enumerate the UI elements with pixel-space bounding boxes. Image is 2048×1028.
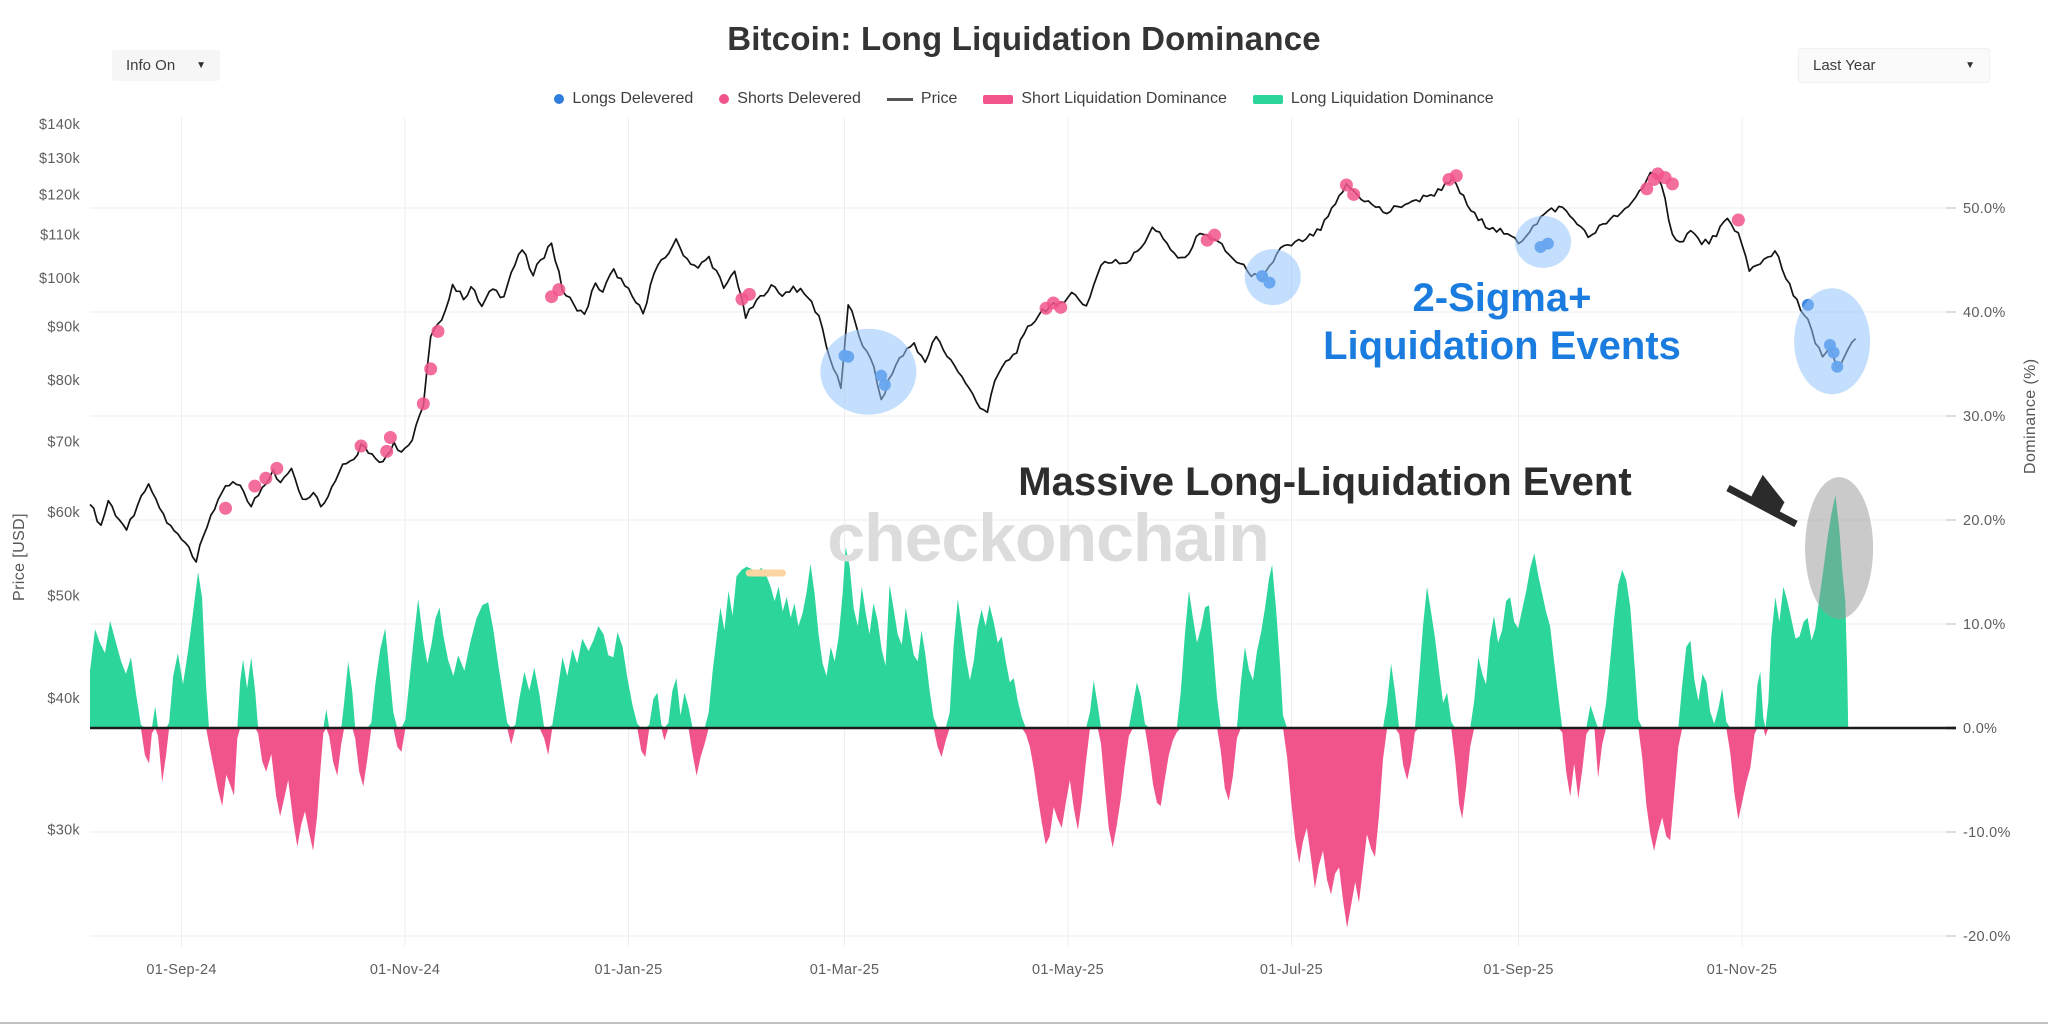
dominance-tick-label: 40.0% [1963,305,2006,321]
footer-divider [0,1022,2048,1024]
price-axis-title: Price [USD] [11,513,28,601]
legend-swatch-icon [886,97,913,101]
dominance-tick-label: 10.0% [1963,617,2006,633]
price-tick-label: $140k [39,117,80,133]
shorts-delevered-point [1665,177,1679,191]
x-tick-label: 01-Sep-25 [1483,962,1553,978]
shorts-delevered-point [552,283,566,297]
sigma-highlight-ellipse [1794,288,1871,395]
shorts-delevered-point [1640,182,1654,196]
dominance-tick-label: -10.0% [1963,825,2011,841]
legend-item-long-liquidation-dominance[interactable]: Long Liquidation Dominance [1252,90,1494,108]
shorts-delevered-point [383,431,397,445]
shorts-delevered-point [380,444,394,458]
short-liquidation-dominance-area [90,728,1849,928]
shorts-delevered-point [416,397,430,411]
time-range-dropdown[interactable]: Last Year ▼ [1798,48,1990,83]
legend-item-label: Longs Delevered [572,90,694,107]
legend: Longs Delevered Shorts Delevered Price Shor… [0,90,2048,108]
legend-swatch-icon [983,94,1014,104]
dominance-tick-label: 50.0% [1963,201,2006,217]
shorts-delevered-point [219,501,233,515]
price-tick-label: $100k [39,271,80,287]
legend-item-price[interactable]: Price [886,90,958,108]
chevron-down-icon: ▼ [196,60,206,71]
price-tick-label: $40k [47,691,80,707]
price-tick-label: $60k [47,505,80,521]
long-liquidation-dominance-area [90,495,1849,728]
x-tick-label: 01-Mar-25 [810,962,880,978]
annotation-arrow [1726,488,1798,528]
legend-item-label: Short Liquidation Dominance [1021,90,1227,107]
shorts-delevered-point [1347,187,1361,201]
dominance-tick-label: -20.0% [1963,929,2011,945]
shorts-delevered-point [1339,178,1353,192]
x-tick-label: 01-Nov-24 [370,962,440,978]
shorts-delevered-point [1054,300,1068,314]
legend-item-label: Price [920,90,958,107]
legend-swatch-icon [1252,94,1283,104]
price-tick-label: $120k [39,187,80,203]
price-tick-label: $110k [40,227,80,243]
legend-swatch-icon [719,94,730,104]
dominance-tick-label: 0.0% [1963,721,1997,737]
dominance-tick-label: 30.0% [1963,409,2006,425]
shorts-delevered-point [424,362,438,376]
price-tick-label: $80k [47,373,80,389]
shorts-delevered-point [259,471,273,485]
price-tick-label: $50k [47,589,80,605]
shorts-delevered-point [1449,169,1463,183]
chevron-down-icon: ▼ [1965,60,1975,71]
x-tick-label: 01-Sep-24 [146,962,216,978]
price-tick-label: $90k [47,319,80,335]
price-tick-label: $70k [47,434,80,450]
x-tick-label: 01-Nov-25 [1707,962,1777,978]
dominance-axis-title: Dominance (%) [2022,358,2039,474]
info-dropdown-label: Info On [126,57,176,74]
page-title: Bitcoin: Long Liquidation Dominance [727,20,1321,57]
sigma-highlight-ellipse [1244,249,1301,306]
sigma-highlight-ellipse [820,328,917,415]
x-tick-label: 01-May-25 [1032,962,1104,978]
time-range-label: Last Year [1813,57,1876,74]
price-line [89,171,1857,563]
shorts-delevered-point [742,287,756,301]
x-tick-label: 01-Jan-25 [594,962,662,978]
price-tick-label: $30k [47,823,80,839]
shorts-delevered-point [1208,228,1222,242]
shorts-delevered-point [431,324,445,338]
legend-item-short-liquidation-dominance[interactable]: Short Liquidation Dominance [983,90,1227,108]
info-dropdown[interactable]: Info On ▼ [112,50,220,81]
orange-dash-marker [745,569,786,577]
legend-item-shorts-delevered[interactable]: Shorts Delevered [719,90,861,108]
price-tick-label: $130k [39,151,80,167]
legend-item-longs-delevered[interactable]: Longs Delevered [554,90,693,108]
shorts-delevered-point [270,461,284,475]
legend-item-label: Shorts Delevered [737,90,861,107]
shorts-delevered-point [1731,213,1745,227]
shorts-delevered-point [248,479,262,493]
dominance-tick-label: 20.0% [1963,513,2006,529]
legend-swatch-icon [554,94,565,104]
sigma-highlight-ellipse [1515,215,1572,268]
massive-event-highlight-ellipse [1805,477,1874,620]
shorts-delevered-point [354,439,368,453]
legend-item-label: Long Liquidation Dominance [1290,90,1494,107]
x-tick-label: 01-Jul-25 [1260,962,1323,978]
